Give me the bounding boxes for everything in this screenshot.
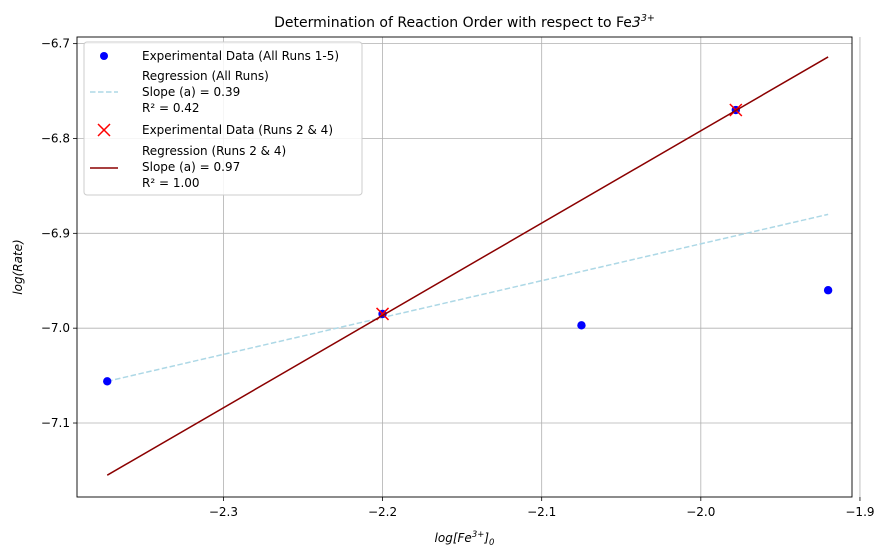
legend-label-regression-runs-2-4: Regression (Runs 2 & 4) — [142, 144, 286, 158]
legend-r2-regression-all: R² = 0.42 — [142, 101, 200, 115]
data-point — [103, 377, 112, 386]
data-point — [577, 321, 586, 330]
y-tick-label: −7.1 — [41, 416, 70, 430]
regression-line — [106, 56, 829, 476]
plot-frame — [76, 36, 853, 498]
legend-marker-runs-2-4 — [97, 123, 111, 137]
legend-marker-runs-2-4-stroke-b — [97, 123, 111, 137]
series-layer — [103, 56, 833, 476]
legend-label-regression-all: Regression (All Runs) — [142, 69, 269, 83]
legend-label-runs-2-4: Experimental Data (Runs 2 & 4) — [142, 123, 333, 137]
legend: Experimental Data (All Runs 1-5) Regress… — [83, 41, 363, 196]
x-axis-label: log[Fe3+]0 — [435, 530, 495, 548]
chart-title: Determination of Reaction Order with res… — [274, 13, 655, 31]
x-tick-label: −2.1 — [527, 505, 556, 519]
y-tick-label: −7.0 — [41, 321, 70, 335]
x-tick-label: −2.3 — [209, 505, 238, 519]
y-tick-label: −6.7 — [41, 37, 70, 51]
chart-title-ion: 3 — [632, 15, 641, 31]
legend-slope-regression-all: Slope (a) = 0.39 — [142, 85, 240, 99]
legend-r2-regression-runs-2-4: R² = 1.00 — [142, 176, 200, 190]
x-tick-label: −1.9 — [845, 505, 874, 519]
legend-label-all-runs: Experimental Data (All Runs 1-5) — [142, 49, 339, 63]
y-tick-label: −6.8 — [41, 131, 70, 145]
chart-title-superscript: 3+ — [641, 13, 655, 24]
legend-frame — [83, 41, 363, 196]
legend-marker-all-runs — [100, 52, 108, 60]
y-tick-label: −6.9 — [41, 226, 70, 240]
legend-slope-regression-runs-2-4: Slope (a) = 0.97 — [142, 160, 240, 174]
y-axis-label: log(Rate) — [11, 239, 25, 294]
data-point — [823, 286, 833, 295]
regression-line — [107, 213, 829, 383]
x-tick-label: −2.0 — [686, 505, 715, 519]
x-tick-label: −2.2 — [368, 505, 397, 519]
axis-ticks: −2.3 −2.2 −2.1 −2.0 −1.9 −6.7 −6.8 −6.9 −7.0 −7.1 — [41, 37, 875, 519]
